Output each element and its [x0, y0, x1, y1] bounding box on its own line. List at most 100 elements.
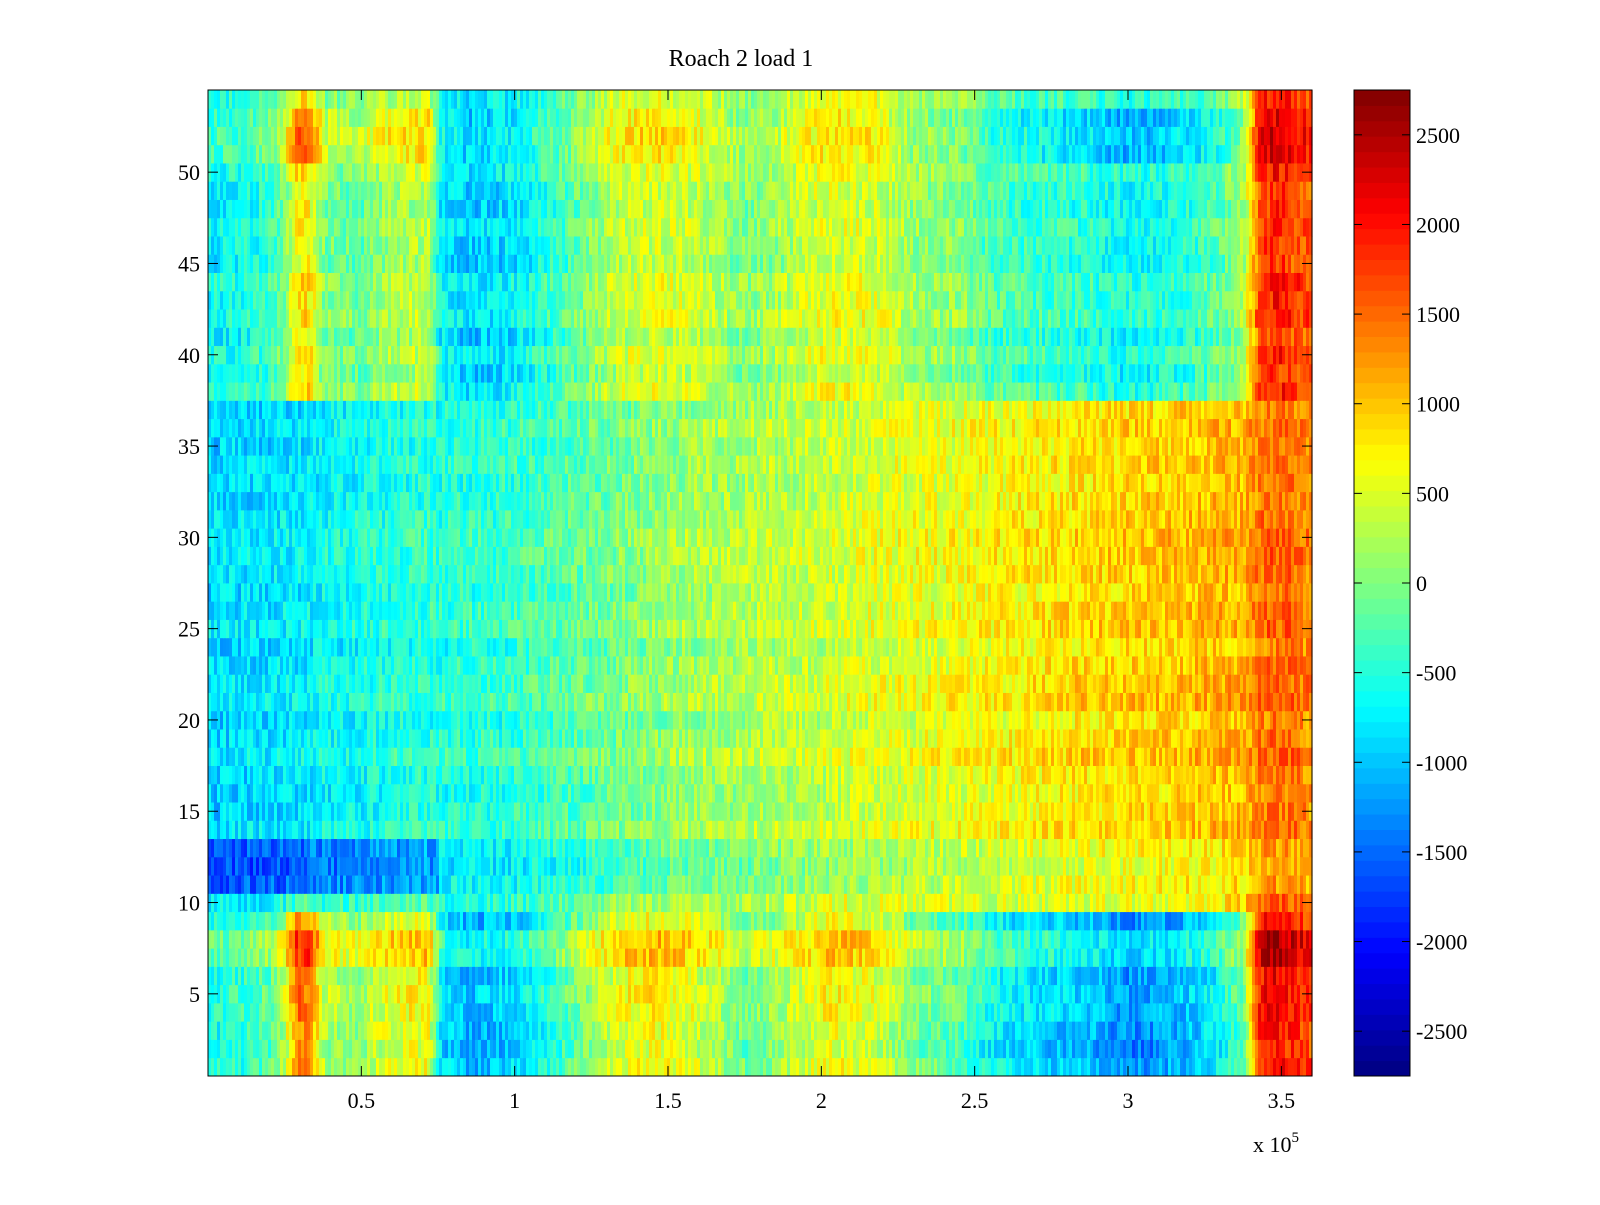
heatmap-cell	[1030, 1039, 1034, 1059]
heatmap-cell	[685, 1039, 689, 1059]
heatmap-cell	[628, 1039, 632, 1059]
heatmap-cell	[226, 1002, 230, 1022]
heatmap-cell	[1078, 1021, 1082, 1040]
heatmap-cell	[1057, 1039, 1061, 1059]
heatmap-cell	[217, 1057, 221, 1077]
heatmap-cell	[847, 1057, 851, 1077]
heatmap-cell	[1108, 1039, 1112, 1059]
heatmap-cell	[409, 1002, 413, 1022]
heatmap-cell	[697, 1039, 701, 1059]
heatmap-cell	[865, 1057, 869, 1077]
heatmap-cell	[667, 1021, 671, 1040]
heatmap-cell	[1012, 1057, 1016, 1077]
heatmap-cell	[568, 1039, 572, 1059]
heatmap-cell	[784, 1057, 788, 1077]
heatmap-cell	[1021, 1039, 1025, 1059]
heatmap-cell	[751, 1039, 755, 1059]
heatmap-cell	[652, 1039, 656, 1059]
heatmap-cell	[1204, 1039, 1208, 1059]
heatmap-cell	[868, 1039, 872, 1059]
heatmap-cell	[694, 1057, 698, 1077]
heatmap-cell	[259, 1021, 263, 1040]
heatmap-cell	[841, 1021, 845, 1040]
heatmap-cell	[613, 1021, 617, 1040]
heatmap-cell	[286, 1002, 290, 1022]
heatmap-cell	[1204, 1021, 1208, 1040]
heatmap-cell	[637, 1039, 641, 1059]
heatmap-cell	[415, 1021, 419, 1040]
heatmap-cell	[313, 1002, 317, 1022]
heatmap-cell	[682, 1021, 686, 1040]
heatmap-cell	[1138, 1021, 1142, 1040]
heatmap-cell	[673, 1021, 677, 1040]
heatmap-cell	[259, 1002, 263, 1022]
heatmap-cell	[1186, 1021, 1190, 1040]
heatmap-cell	[772, 1039, 776, 1059]
heatmap-cell	[1117, 1039, 1121, 1059]
heatmap-cell	[670, 1057, 674, 1077]
heatmap-cell	[1096, 1021, 1100, 1040]
heatmap-cell	[373, 1021, 377, 1040]
heatmap-cell	[613, 1057, 617, 1077]
heatmap-cell	[577, 1021, 581, 1040]
heatmap-cell	[880, 1057, 884, 1077]
heatmap-cell	[1240, 1021, 1244, 1040]
heatmap-cell	[874, 1039, 878, 1059]
heatmap-cell	[1288, 1039, 1292, 1059]
heatmap-cell	[793, 1057, 797, 1077]
heatmap-cell	[931, 1057, 935, 1077]
heatmap-cell	[1000, 1057, 1004, 1077]
heatmap-cell	[1186, 1057, 1190, 1077]
heatmap-cell	[982, 1021, 986, 1040]
heatmap-cell	[286, 1057, 290, 1077]
heatmap-cell	[481, 1057, 485, 1077]
heatmap-cell	[214, 1057, 218, 1077]
heatmap-cell	[328, 1057, 332, 1077]
heatmap-cell	[949, 1039, 953, 1059]
heatmap-cell	[1111, 1039, 1115, 1059]
heatmap-cell	[880, 1039, 884, 1059]
heatmap-cell	[256, 1039, 260, 1059]
heatmap-cell	[1045, 1039, 1049, 1059]
heatmap-cell	[997, 1057, 1001, 1077]
heatmap-cell	[361, 1039, 365, 1059]
heatmap-cell	[1153, 1021, 1157, 1040]
heatmap-cell	[1039, 1021, 1043, 1040]
heatmap-cell	[346, 1039, 350, 1059]
heatmap-cell	[640, 1057, 644, 1077]
heatmap-cell	[631, 1039, 635, 1059]
heatmap-cell	[916, 1021, 920, 1040]
heatmap-cell	[598, 1039, 602, 1059]
heatmap-cell	[859, 1057, 863, 1077]
heatmap-cell	[742, 1039, 746, 1059]
heatmap-cell	[334, 1002, 338, 1022]
heatmap-cell	[1267, 1057, 1271, 1077]
heatmap-cell	[1123, 1057, 1127, 1077]
heatmap-cell	[688, 1021, 692, 1040]
heatmap-cell	[511, 1002, 515, 1022]
heatmap-cell	[1303, 1039, 1307, 1059]
heatmap-cell	[808, 1057, 812, 1077]
heatmap-cell	[286, 1021, 290, 1040]
heatmap-cell	[649, 1039, 653, 1059]
heatmap-cell	[1135, 1021, 1139, 1040]
heatmap-cell	[1072, 1057, 1076, 1077]
heatmap-cell	[703, 1057, 707, 1077]
heatmap-cell	[376, 1021, 380, 1040]
heatmap-cell	[1258, 1021, 1262, 1040]
heatmap-cell	[655, 1021, 659, 1040]
heatmap-cell	[208, 1039, 212, 1059]
heatmap-cell	[529, 1021, 533, 1040]
heatmap-cell	[211, 1039, 215, 1059]
heatmap-cell	[925, 1039, 929, 1059]
heatmap-cell	[1102, 1039, 1106, 1059]
heatmap-cell	[643, 1057, 647, 1077]
heatmap-cell	[439, 1021, 443, 1040]
heatmap-cell	[418, 1002, 422, 1022]
heatmap-cell	[919, 1039, 923, 1059]
heatmap-cell	[916, 1057, 920, 1077]
heatmap-cell	[1132, 1057, 1136, 1077]
heatmap-cell	[529, 1002, 533, 1022]
heatmap-cell	[319, 1021, 323, 1040]
heatmap-cell	[427, 1002, 431, 1022]
